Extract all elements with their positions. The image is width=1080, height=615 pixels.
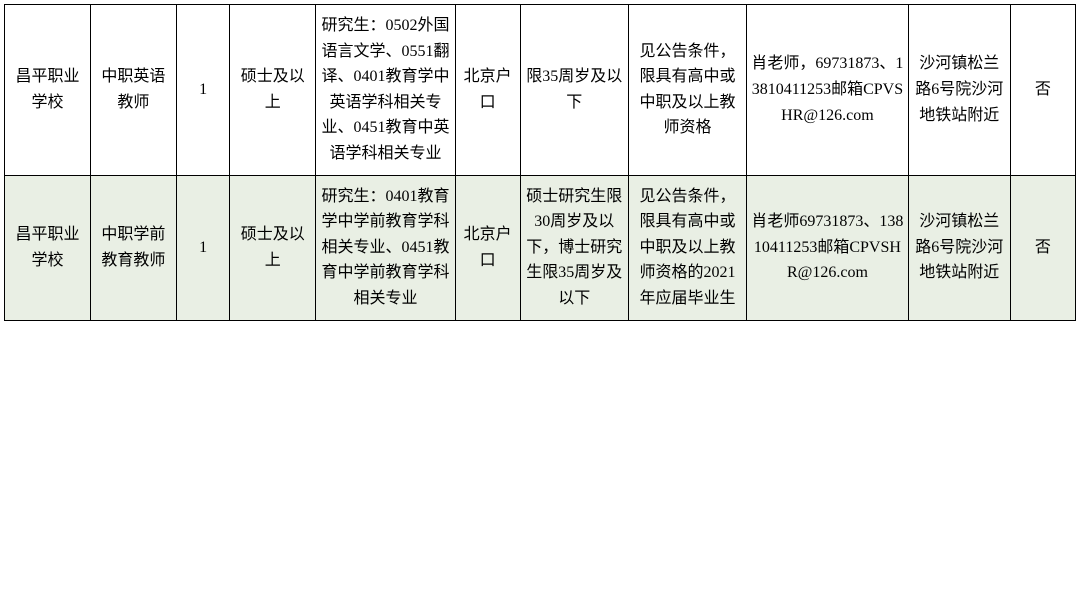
cell-position: 中职英语教师 <box>90 5 176 176</box>
cell-address: 沙河镇松兰路6号院沙河地铁站附近 <box>908 175 1010 320</box>
cell-major: 研究生：0502外国语言文学、0551翻译、0401教育学中英语学科相关专业、0… <box>316 5 455 176</box>
cell-degree: 硕士及以上 <box>230 175 316 320</box>
cell-age: 硕士研究生限30周岁及以下，博士研究生限35周岁及以下 <box>520 175 628 320</box>
cell-major: 研究生：0401教育学中学前教育学科相关专业、0451教育中学前教育学科相关专业 <box>316 175 455 320</box>
cell-flag: 否 <box>1010 175 1075 320</box>
recruitment-table: 昌平职业学校 中职英语教师 1 硕士及以上 研究生：0502外国语言文学、055… <box>4 4 1076 321</box>
cell-requirement: 见公告条件，限具有高中或中职及以上教师资格 <box>628 5 746 176</box>
cell-position: 中职学前教育教师 <box>90 175 176 320</box>
cell-school: 昌平职业学校 <box>5 5 91 176</box>
cell-hukou: 北京户口 <box>455 5 520 176</box>
cell-hukou: 北京户口 <box>455 175 520 320</box>
cell-requirement: 见公告条件，限具有高中或中职及以上教师资格的2021年应届毕业生 <box>628 175 746 320</box>
cell-address: 沙河镇松兰路6号院沙河地铁站附近 <box>908 5 1010 176</box>
table-row: 昌平职业学校 中职英语教师 1 硕士及以上 研究生：0502外国语言文学、055… <box>5 5 1076 176</box>
cell-age: 限35周岁及以下 <box>520 5 628 176</box>
table-row: 昌平职业学校 中职学前教育教师 1 硕士及以上 研究生：0401教育学中学前教育… <box>5 175 1076 320</box>
cell-count: 1 <box>176 5 229 176</box>
cell-contact: 肖老师，69731873、13810411253邮箱CPVSHR@126.com <box>747 5 908 176</box>
cell-contact: 肖老师69731873、13810411253邮箱CPVSHR@126.com <box>747 175 908 320</box>
cell-school: 昌平职业学校 <box>5 175 91 320</box>
cell-degree: 硕士及以上 <box>230 5 316 176</box>
cell-count: 1 <box>176 175 229 320</box>
cell-flag: 否 <box>1010 5 1075 176</box>
